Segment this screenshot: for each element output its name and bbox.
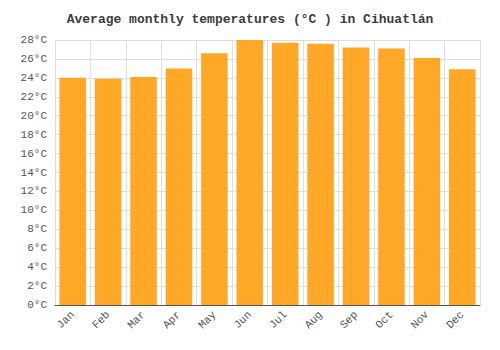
svg-text:Oct: Oct (373, 309, 395, 331)
svg-text:16°C: 16°C (21, 148, 48, 160)
svg-text:Average monthly temperatures (: Average monthly temperatures (°C ) in Ci… (67, 12, 434, 27)
svg-text:18°C: 18°C (21, 129, 48, 141)
svg-text:24°C: 24°C (21, 72, 48, 84)
svg-text:Jul: Jul (267, 309, 289, 331)
svg-text:Jan: Jan (54, 309, 76, 331)
svg-text:Sep: Sep (338, 309, 360, 331)
svg-text:14°C: 14°C (21, 167, 48, 179)
svg-text:6°C: 6°C (27, 242, 47, 254)
svg-text:Feb: Feb (90, 309, 112, 331)
svg-text:26°C: 26°C (21, 53, 48, 65)
svg-text:2°C: 2°C (27, 280, 47, 292)
svg-text:Mar: Mar (125, 309, 147, 331)
svg-text:Jun: Jun (232, 309, 254, 331)
svg-text:Aug: Aug (302, 309, 324, 331)
svg-text:Apr: Apr (161, 309, 183, 331)
svg-text:Dec: Dec (444, 309, 466, 331)
svg-text:10°C: 10°C (21, 204, 48, 216)
svg-text:0°C: 0°C (27, 299, 47, 311)
svg-text:28°C: 28°C (21, 34, 48, 46)
svg-text:Nov: Nov (409, 308, 432, 331)
svg-text:8°C: 8°C (27, 223, 47, 235)
svg-text:20°C: 20°C (21, 110, 48, 122)
svg-text:12°C: 12°C (21, 185, 48, 197)
svg-text:22°C: 22°C (21, 91, 48, 103)
svg-text:4°C: 4°C (27, 261, 47, 273)
svg-text:May: May (196, 308, 219, 331)
